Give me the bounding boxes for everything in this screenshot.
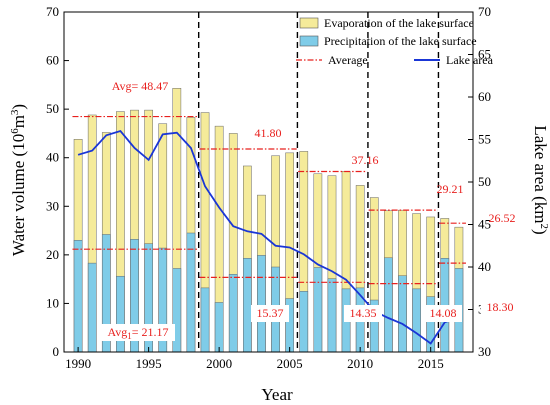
x-tick-label: 2010	[347, 356, 373, 371]
evaporation-average-label: 26.52	[489, 211, 516, 225]
precipitation-average-label: Avg1= 21.17	[107, 325, 168, 341]
period-break-lines	[197, 12, 440, 352]
y2-tick-label: 40	[478, 259, 491, 274]
precipitation-bar	[299, 291, 309, 353]
y2-tick-label: 45	[478, 217, 491, 232]
plot-frame	[63, 11, 474, 353]
evaporation-average-label: Avg= 48.47	[112, 79, 169, 93]
precipitation-label-box	[251, 305, 289, 322]
y2-tick-label: 50	[478, 174, 491, 189]
precipitation-bar	[214, 302, 224, 353]
x-tick-label: 2000	[206, 356, 232, 371]
precipitation-average-label: 18.30	[487, 300, 514, 314]
lake-area-line	[77, 129, 460, 345]
evaporation-average-label: 41.80	[255, 126, 282, 140]
precipitation-bar	[327, 278, 337, 353]
precipitation-bar	[313, 267, 323, 353]
annotations: Avg= 48.47 41.80 37.16 29.21 26.52 Avg1= 21.1…	[101, 79, 519, 341]
precipitation-label-box	[101, 324, 175, 341]
y-tick-label: 10	[46, 295, 59, 310]
x-tick-label: 1990	[65, 356, 91, 371]
y-tick-label: 60	[46, 53, 59, 68]
precipitation-bar	[398, 275, 407, 353]
y-tick-label: 20	[46, 247, 59, 262]
precipitation-label-box	[424, 305, 462, 322]
y2-tick-label: 55	[478, 132, 491, 147]
precipitation-bar	[243, 258, 252, 353]
x-axis-title: Year	[261, 385, 293, 404]
precipitation-average-label: 14.08	[430, 306, 457, 320]
y-tick-label: 40	[46, 150, 59, 165]
y-tick-label: 70	[46, 4, 59, 19]
evaporation-average-label: 37.16	[352, 153, 379, 167]
precipitation-bar	[257, 255, 266, 353]
precipitation-label-box	[344, 305, 382, 322]
precipitation-bar	[87, 262, 97, 353]
evaporation-average-label: 29.21	[437, 182, 464, 196]
y-tick-label: 50	[46, 101, 59, 116]
y2-tick-label: 70	[478, 4, 491, 19]
y2-tick-label: 65	[478, 47, 491, 62]
lake-area-line-group	[77, 129, 460, 345]
y-tick-label: 30	[46, 198, 59, 213]
precipitation-bar	[73, 240, 83, 353]
precipitation-average-label: 14.35	[350, 306, 377, 320]
legend: Evaporation of the lake surface Precipit…	[296, 16, 494, 67]
legend-label-evaporation: Evaporation of the lake surface	[324, 16, 474, 30]
x-tick-label: 2005	[277, 356, 303, 371]
precipitation-bar	[200, 287, 210, 353]
legend-swatch-evaporation	[299, 17, 319, 29]
precipitation-label-box	[481, 299, 519, 316]
legend-label-lake-area: Lake area	[446, 53, 494, 67]
precipitation-bar	[384, 257, 393, 353]
y2-tick-label: 60	[478, 89, 491, 104]
precipitation-average-label: 15.37	[257, 306, 284, 320]
y2-axis-title: Lake area (km2)	[531, 125, 550, 234]
y-tick-label: 0	[53, 344, 60, 359]
y-axis-title: Water volume (106m3)	[9, 104, 28, 256]
x-tick-label: 1995	[136, 356, 162, 371]
precipitation-bar	[186, 232, 196, 353]
precipitation-bar	[412, 288, 421, 353]
precipitation-bar	[228, 274, 238, 353]
y2-tick-label: 30	[478, 344, 491, 359]
legend-label-average: Average	[328, 53, 368, 67]
x-tick-label: 2015	[418, 356, 444, 371]
legend-label-precipitation: Precipitation of the lake surface	[324, 34, 477, 48]
average-lines	[72, 115, 466, 285]
legend-swatch-precipitation	[299, 35, 319, 47]
